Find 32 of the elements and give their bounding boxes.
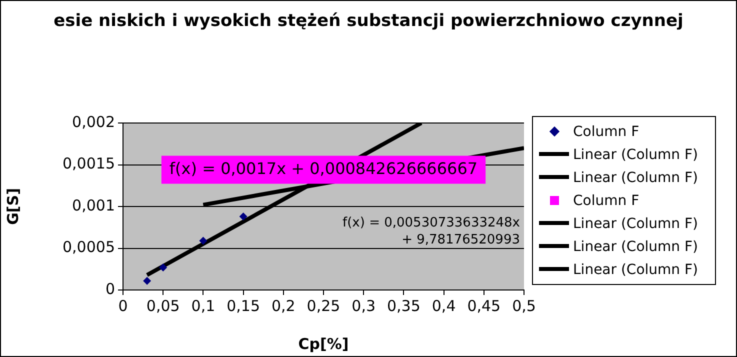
legend-label: Linear (Column F) xyxy=(573,216,698,232)
x-tick-label: 0,2 xyxy=(271,296,296,315)
x-tick-label: 0,35 xyxy=(386,296,420,315)
chart-title: esie niskich i wysokich stężeń substancji powierzchniowo czynnej xyxy=(52,11,684,31)
y-tick-label: 0,002 xyxy=(72,112,115,131)
y-tick-label: 0,0015 xyxy=(62,154,115,173)
x-axis-title: Cp[%] xyxy=(298,334,349,353)
legend-label: Linear (Column F) xyxy=(573,238,698,254)
x-tick-label: 0,3 xyxy=(352,296,376,315)
x-tick-label: 0,45 xyxy=(467,296,501,315)
y-axis-title: G[S] xyxy=(4,188,22,225)
legend-label: Linear (Column F) xyxy=(573,170,698,186)
point xyxy=(143,276,152,285)
legend-label: Column F xyxy=(573,124,640,140)
legend-label: Linear (Column F) xyxy=(573,146,698,162)
point xyxy=(159,263,168,272)
x-tick-label: 0,5 xyxy=(512,296,536,315)
y-tick-label: 0,0005 xyxy=(62,238,115,256)
annotation: f(x) = 0,0017x + 0,000842626666667 xyxy=(169,158,478,178)
y-tick-label: 0,001 xyxy=(72,196,115,214)
point xyxy=(199,236,208,245)
x-tick-label: 0,4 xyxy=(432,296,456,315)
point xyxy=(239,212,248,221)
legend-label: Column F xyxy=(573,192,640,208)
y-tick-label: 0 xyxy=(105,280,115,298)
legend-label: Linear (Column F) xyxy=(573,262,698,278)
x-tick-label: 0,25 xyxy=(306,296,340,315)
x-tick-label: 0,15 xyxy=(226,296,260,315)
x-tick-label: 0,05 xyxy=(146,296,180,315)
x-tick-label: 0,1 xyxy=(191,296,216,315)
annotation: f(x) = 0,00530733633248x + 9,78176520993 xyxy=(342,216,520,248)
x-tick-label: 0 xyxy=(118,296,128,315)
